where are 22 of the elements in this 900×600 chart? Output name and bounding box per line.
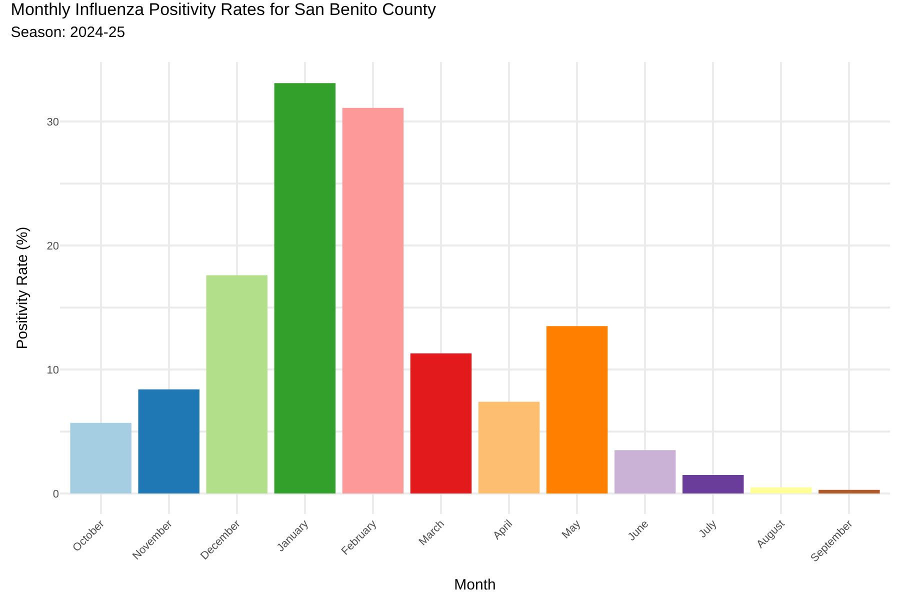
x-tick-label: July xyxy=(696,518,720,540)
bar xyxy=(614,450,676,494)
bar xyxy=(682,474,744,494)
y-axis-title: Positivity Rate (%) xyxy=(14,226,31,350)
bar xyxy=(478,402,540,494)
y-tick-label: 30 xyxy=(46,116,59,128)
chart-subtitle: Season: 2024-25 xyxy=(10,24,126,42)
bar xyxy=(70,422,132,494)
bar xyxy=(750,487,812,494)
x-axis-title: Month xyxy=(454,576,496,594)
bar xyxy=(274,83,336,494)
chart-title: Monthly Influenza Positivity Rates for San Benito County xyxy=(10,0,437,19)
bar xyxy=(818,490,880,494)
y-tick-label: 20 xyxy=(46,240,59,252)
y-tick-label: 0 xyxy=(52,488,59,500)
bar xyxy=(342,108,404,494)
bar xyxy=(206,275,268,494)
bar xyxy=(410,353,472,494)
y-tick-label: 10 xyxy=(46,364,59,376)
bar xyxy=(138,389,200,494)
x-tick-label: May xyxy=(560,518,584,542)
bar xyxy=(546,326,608,494)
